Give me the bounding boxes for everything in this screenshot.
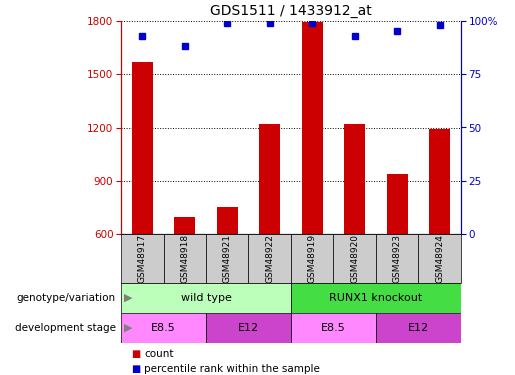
Bar: [334, 234, 376, 283]
Text: GSM48917: GSM48917: [138, 234, 147, 284]
Bar: [291, 283, 461, 313]
Bar: [206, 313, 291, 343]
Text: ■: ■: [131, 350, 141, 359]
Text: E12: E12: [408, 323, 429, 333]
Bar: [121, 313, 206, 343]
Text: wild type: wild type: [181, 293, 231, 303]
Text: E12: E12: [238, 323, 259, 333]
Bar: [376, 234, 419, 283]
Title: GDS1511 / 1433912_at: GDS1511 / 1433912_at: [210, 4, 372, 18]
Bar: [344, 124, 365, 234]
Text: percentile rank within the sample: percentile rank within the sample: [144, 364, 320, 374]
Bar: [121, 283, 291, 313]
Bar: [291, 234, 334, 283]
Bar: [302, 22, 323, 234]
Text: E8.5: E8.5: [321, 323, 346, 333]
Text: GSM48920: GSM48920: [350, 234, 359, 283]
Text: ▶: ▶: [124, 323, 132, 333]
Bar: [259, 124, 280, 234]
Bar: [206, 234, 248, 283]
Bar: [163, 234, 206, 283]
Bar: [174, 217, 195, 234]
Text: count: count: [144, 350, 174, 359]
Text: development stage: development stage: [15, 323, 116, 333]
Text: GSM48922: GSM48922: [265, 234, 274, 283]
Text: E8.5: E8.5: [151, 323, 176, 333]
Text: GSM48918: GSM48918: [180, 234, 189, 284]
Text: ■: ■: [131, 364, 141, 374]
Text: RUNX1 knockout: RUNX1 knockout: [329, 293, 423, 303]
Bar: [248, 234, 291, 283]
Bar: [121, 234, 163, 283]
Bar: [387, 174, 408, 234]
Bar: [376, 313, 461, 343]
Text: GSM48924: GSM48924: [435, 234, 444, 283]
Bar: [418, 234, 461, 283]
Text: GSM48921: GSM48921: [223, 234, 232, 283]
Text: genotype/variation: genotype/variation: [17, 293, 116, 303]
Bar: [291, 313, 376, 343]
Text: ▶: ▶: [124, 293, 132, 303]
Bar: [217, 207, 238, 234]
Bar: [429, 129, 450, 234]
Text: GSM48923: GSM48923: [393, 234, 402, 283]
Text: GSM48919: GSM48919: [308, 234, 317, 284]
Bar: [132, 62, 153, 234]
